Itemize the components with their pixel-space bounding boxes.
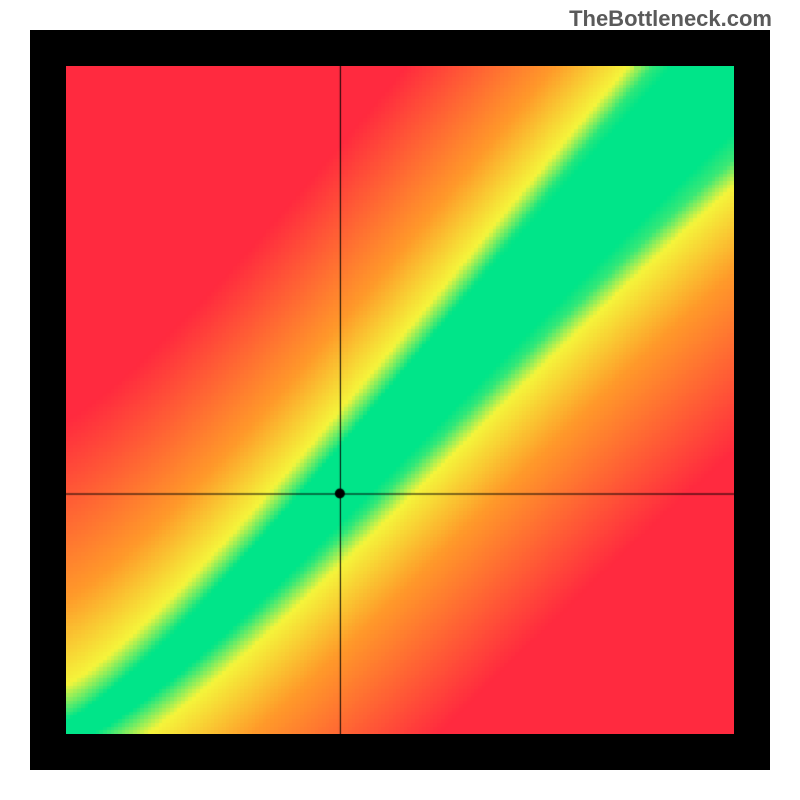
watermark-text: TheBottleneck.com [569, 6, 772, 32]
chart-frame [30, 30, 770, 770]
bottleneck-heatmap [66, 66, 734, 734]
